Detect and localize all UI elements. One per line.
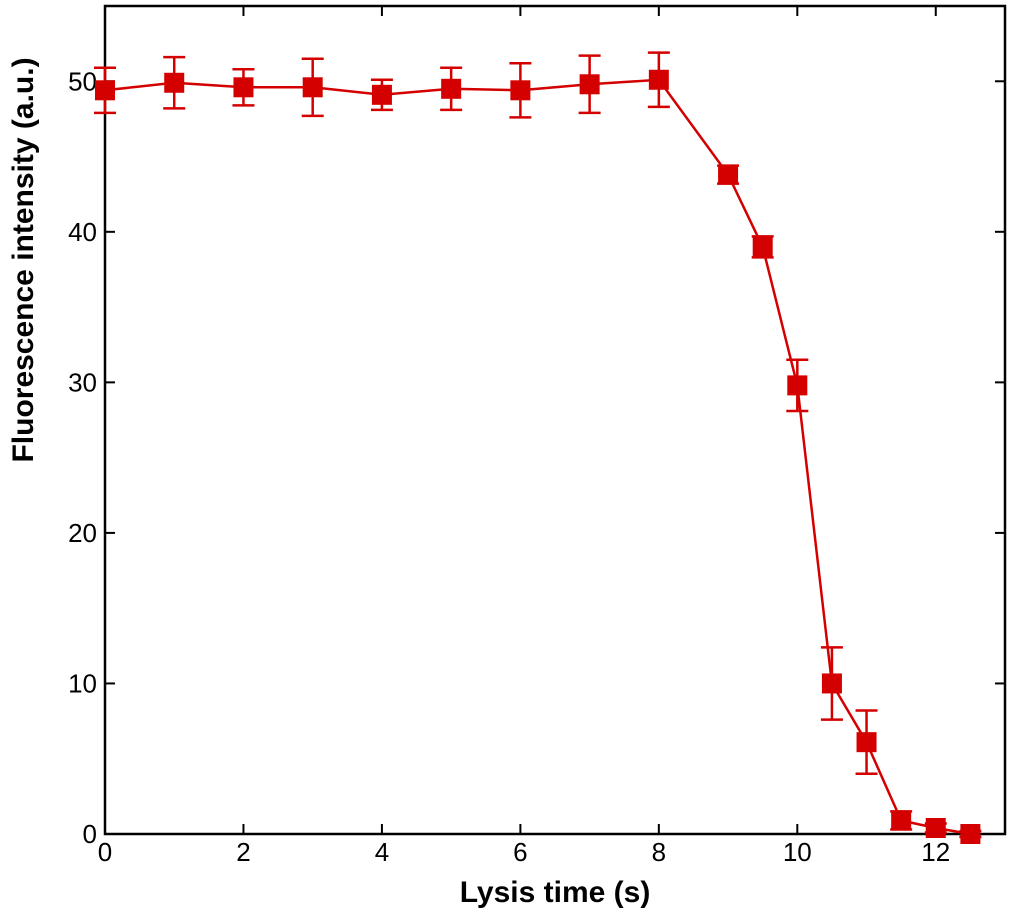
- data-point: [718, 164, 739, 185]
- data-point: [510, 80, 531, 101]
- x-tick-label: 12: [921, 837, 950, 867]
- y-tick-label: 0: [83, 819, 97, 849]
- y-tick-label: 30: [68, 367, 97, 397]
- data-point: [752, 236, 773, 257]
- data-point: [95, 80, 115, 101]
- plot-frame: [103, 4, 1007, 836]
- series-line: [104, 78, 971, 836]
- x-tick-label: 8: [652, 837, 666, 867]
- x-tick-label: 0: [98, 837, 112, 867]
- y-tick-label: 20: [68, 518, 97, 548]
- data-point: [925, 817, 946, 838]
- data-point: [164, 72, 185, 93]
- data-point: [821, 673, 842, 694]
- data-point: [787, 375, 808, 396]
- x-tick-label: 6: [513, 837, 527, 867]
- y-tick-label: 10: [68, 668, 97, 698]
- y-tick-label: 40: [68, 217, 97, 247]
- axis-ticks: 0 2 4 6 8 10 12 0 10 20 30 40 50: [68, 6, 1005, 867]
- x-axis-label: Lysis time (s): [460, 876, 651, 909]
- data-point: [960, 824, 981, 844]
- data-point: [302, 77, 323, 98]
- x-tick-label: 2: [236, 837, 250, 867]
- data-point: [371, 84, 392, 105]
- data-point: [233, 77, 254, 98]
- y-axis-label: Fluorescence intensity (a.u.): [7, 57, 40, 462]
- data-point: [441, 78, 462, 99]
- x-tick-label: 4: [375, 837, 389, 867]
- data-point: [856, 732, 877, 753]
- data-point: [579, 74, 600, 95]
- data-point: [891, 810, 912, 831]
- data-point: [648, 69, 669, 90]
- x-tick-label: 10: [783, 837, 812, 867]
- y-tick-label: 50: [68, 66, 97, 96]
- series-layer: [94, 51, 982, 844]
